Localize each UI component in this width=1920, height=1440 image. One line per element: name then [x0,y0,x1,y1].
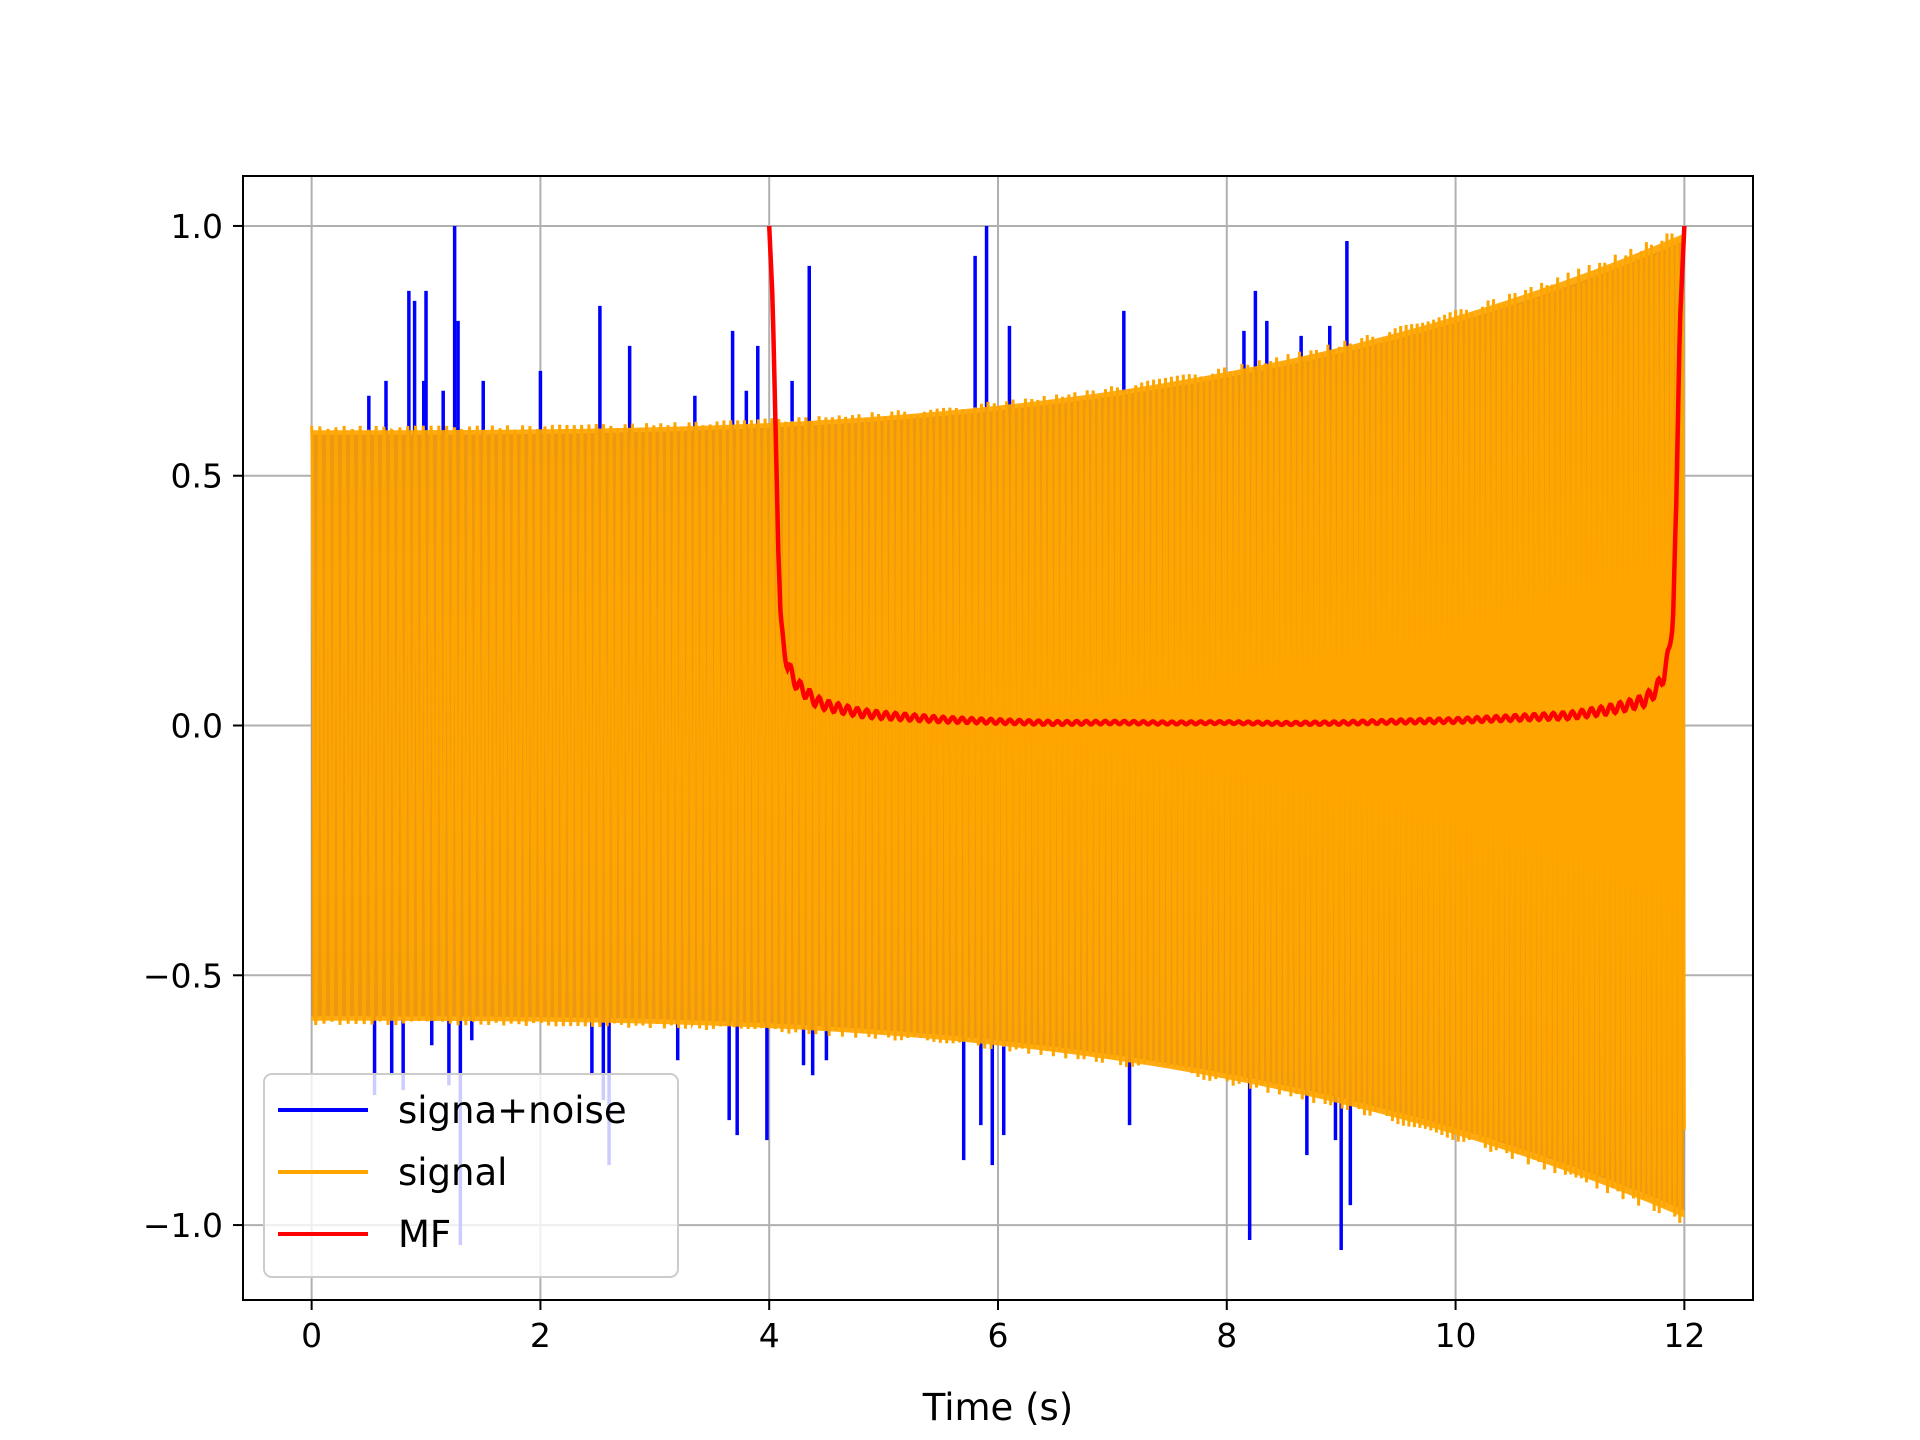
plot-area [310,225,1687,1251]
x-tick-label: 2 [530,1316,551,1355]
x-tick-label: 8 [1216,1316,1237,1355]
y-tick-label: 0.0 [171,707,223,746]
legend: signa+noise signal MF [263,1073,679,1278]
y-tick-label: −0.5 [143,956,223,995]
y-tick-label: 1.0 [171,207,223,246]
legend-label-mf: MF [398,1213,451,1256]
y-axis-ticks: −1.0 −0.5 0.0 0.5 1.0 [143,207,243,1245]
series-signal [310,233,1686,1223]
y-tick-label: 0.5 [171,457,223,496]
legend-box [263,1073,679,1278]
series-mf [766,225,1687,728]
mf-line [766,225,1687,728]
legend-label-signal-noise: signa+noise [398,1089,627,1132]
x-tick-label: 0 [301,1316,322,1355]
x-axis-ticks: 0 2 4 6 8 10 12 [301,1300,1705,1355]
x-tick-label: 4 [759,1316,780,1355]
signal-line [310,233,1686,1223]
x-tick-label: 12 [1663,1316,1705,1355]
x-axis-label: Time (s) [922,1386,1073,1429]
legend-label-signal: signal [398,1151,507,1194]
x-tick-label: 10 [1435,1316,1477,1355]
y-tick-label: −1.0 [143,1206,223,1245]
x-tick-label: 6 [988,1316,1009,1355]
